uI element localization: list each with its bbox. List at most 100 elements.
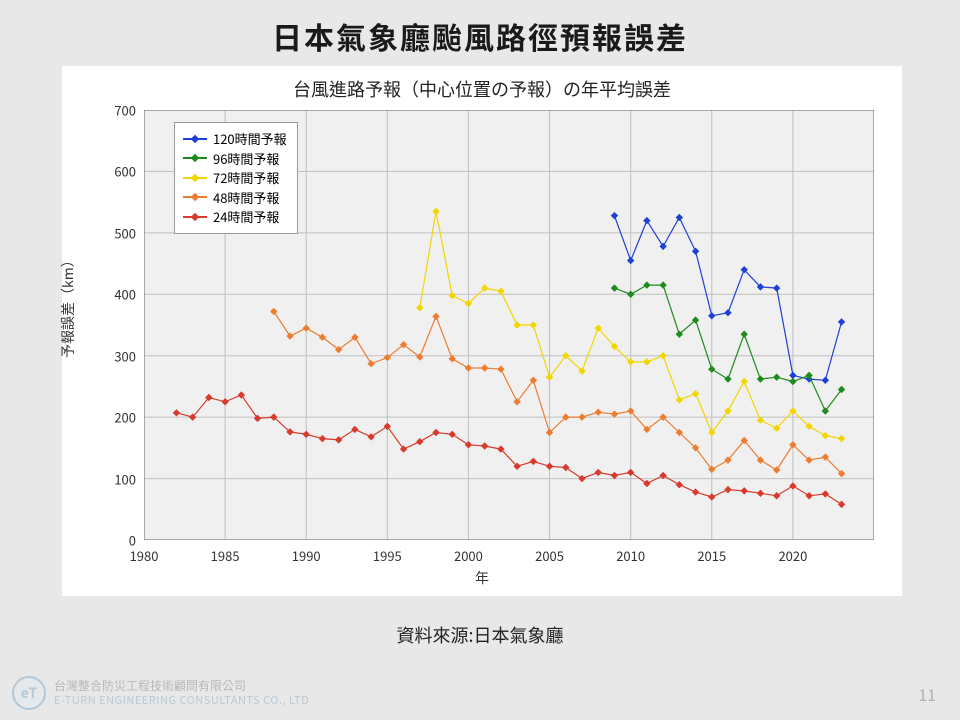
series-marker <box>693 489 699 495</box>
series-marker <box>660 282 666 288</box>
series-marker <box>741 488 747 494</box>
series-marker <box>579 414 585 420</box>
legend-label: 24時間予報 <box>213 207 279 227</box>
series-line <box>614 285 841 411</box>
legend-swatch-icon <box>183 138 207 140</box>
legend-item: 48時間予報 <box>183 188 287 208</box>
page-number: 11 <box>918 682 936 706</box>
footer: eT 台灣整合防災工程技術顧問有限公司 E-TURN ENGINEERING C… <box>12 676 309 710</box>
y-tick-label: 300 <box>114 346 136 365</box>
x-tick-label: 2010 <box>616 546 645 565</box>
series-marker <box>611 473 617 479</box>
series-marker <box>628 258 634 264</box>
series-marker <box>774 374 780 380</box>
company-logo-icon: eT <box>12 676 46 710</box>
series-marker <box>822 491 828 497</box>
series-marker <box>660 243 666 249</box>
x-tick-label: 1995 <box>373 546 402 565</box>
series-marker <box>547 463 553 469</box>
series-marker <box>774 493 780 499</box>
series-marker <box>709 366 715 372</box>
legend-swatch-icon <box>183 157 207 159</box>
series-marker <box>644 218 650 224</box>
y-tick-label: 600 <box>114 162 136 181</box>
series-marker <box>660 473 666 479</box>
series-marker <box>774 285 780 291</box>
series-marker <box>303 325 309 331</box>
series-marker <box>433 430 439 436</box>
page-title: 日本氣象廳颱風路徑預報誤差 <box>0 0 960 66</box>
series-marker <box>465 365 471 371</box>
chart-title: 台風進路予報（中心位置の予報）の年平均誤差 <box>62 66 902 102</box>
series-marker <box>741 331 747 337</box>
series-marker <box>530 322 536 328</box>
series-marker <box>741 379 747 385</box>
legend-label: 48時間予報 <box>213 188 279 208</box>
series-marker <box>482 365 488 371</box>
series-marker <box>822 433 828 439</box>
y-tick-label: 100 <box>114 469 136 488</box>
series-line <box>274 312 842 474</box>
series-marker <box>449 293 455 299</box>
series-marker <box>790 379 796 385</box>
series-marker <box>611 411 617 417</box>
series-marker <box>319 436 325 442</box>
series-marker <box>222 399 228 405</box>
series-marker <box>790 483 796 489</box>
series-marker <box>433 208 439 214</box>
x-axis-label: 年 <box>62 568 902 588</box>
y-axis-label: 予報誤差（km） <box>58 253 78 358</box>
y-tick-label: 200 <box>114 408 136 427</box>
series-marker <box>839 501 845 507</box>
series-marker <box>173 410 179 416</box>
series-marker <box>693 248 699 254</box>
x-tick-label: 1985 <box>211 546 240 565</box>
legend-label: 96時間予報 <box>213 149 279 169</box>
legend-swatch-icon <box>183 177 207 179</box>
series-marker <box>757 376 763 382</box>
series-marker <box>644 359 650 365</box>
series-marker <box>465 442 471 448</box>
company-name-en: E-TURN ENGINEERING CONSULTANTS CO., LTD <box>54 694 309 707</box>
series-marker <box>449 356 455 362</box>
series-marker <box>368 434 374 440</box>
legend-item: 24時間予報 <box>183 207 287 227</box>
series-marker <box>482 443 488 449</box>
x-tick-label: 2015 <box>697 546 726 565</box>
x-tick-label: 1980 <box>130 546 159 565</box>
series-marker <box>725 310 731 316</box>
y-tick-label: 500 <box>114 223 136 242</box>
y-tick-label: 700 <box>114 101 136 120</box>
chart-plot-area: 0100200300400500600700198019851990199520… <box>144 110 874 540</box>
series-marker <box>693 391 699 397</box>
series-marker <box>790 372 796 378</box>
legend: 120時間予報96時間予報72時間予報48時間予報24時間予報 <box>174 122 298 234</box>
series-line <box>176 395 841 504</box>
chart-container: 台風進路予報（中心位置の予報）の年平均誤差 予報誤差（km） 010020030… <box>62 66 902 596</box>
series-marker <box>676 482 682 488</box>
series-marker <box>336 437 342 443</box>
series-marker <box>709 494 715 500</box>
legend-swatch-icon <box>183 196 207 198</box>
x-tick-label: 2020 <box>778 546 807 565</box>
legend-label: 72時間予報 <box>213 168 279 188</box>
series-marker <box>530 458 536 464</box>
series-marker <box>757 417 763 423</box>
series-marker <box>822 377 828 383</box>
series-marker <box>839 319 845 325</box>
company-name: 台灣整合防災工程技術顧問有限公司 E-TURN ENGINEERING CONS… <box>54 679 309 707</box>
legend-item: 120時間予報 <box>183 129 287 149</box>
y-tick-label: 400 <box>114 285 136 304</box>
series-marker <box>806 493 812 499</box>
legend-item: 96時間予報 <box>183 149 287 169</box>
series-marker <box>498 366 504 372</box>
x-tick-label: 2005 <box>535 546 564 565</box>
series-marker <box>676 397 682 403</box>
series-marker <box>433 313 439 319</box>
series-marker <box>595 409 601 415</box>
data-source: 資料來源:日本氣象廳 <box>0 622 960 648</box>
series-marker <box>368 361 374 367</box>
series-marker <box>417 439 423 445</box>
series-marker <box>303 431 309 437</box>
series-marker <box>644 282 650 288</box>
